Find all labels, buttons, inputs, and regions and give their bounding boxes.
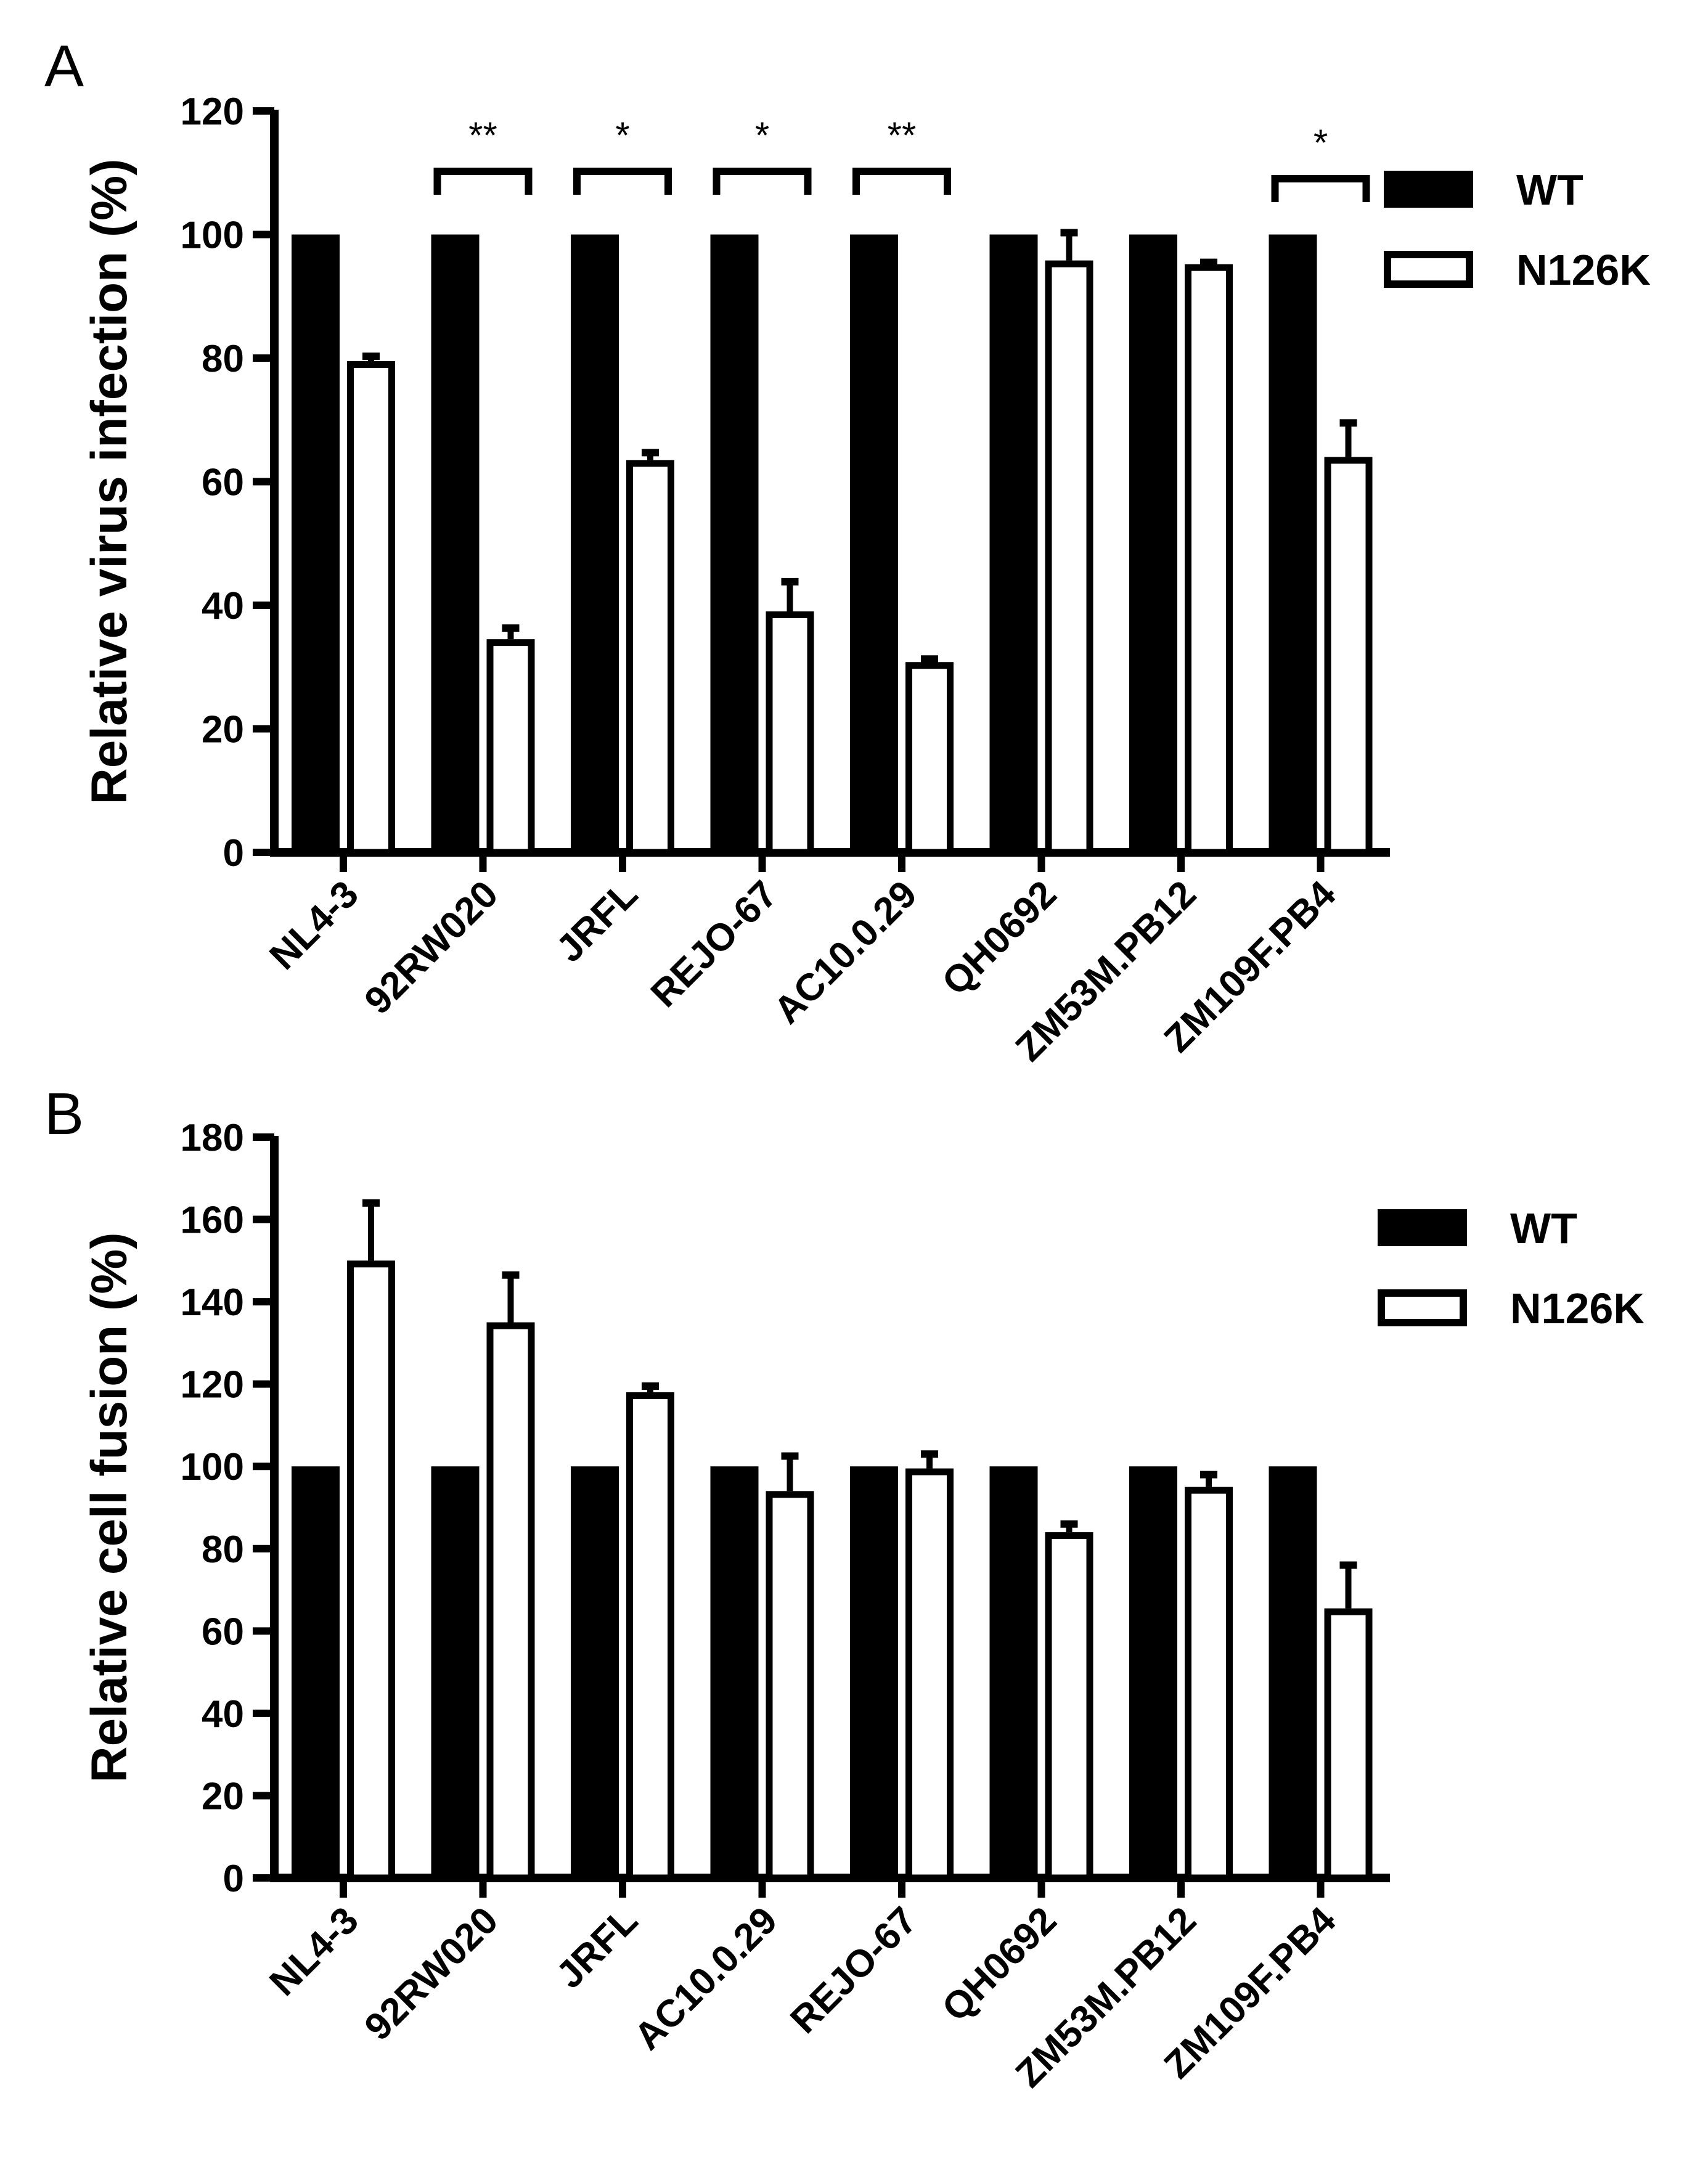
y-tick-label: 120 (181, 91, 244, 133)
y-tick-label: 140 (181, 1281, 244, 1324)
wt-bar (431, 1466, 480, 1878)
wt-bar (571, 234, 619, 852)
n126k-bar (626, 1392, 674, 1882)
y-tick-label: 60 (202, 462, 244, 504)
x-tick-label: NL4-3 (261, 1899, 367, 2004)
n126k-bar (626, 460, 674, 856)
x-tick-label: 92RW020 (356, 1899, 506, 2049)
x-tick-label: REJO-67 (782, 1899, 925, 2042)
legend: WT N126K (1378, 1204, 1645, 1332)
n126k-bar (486, 639, 535, 856)
wt-bar (710, 1466, 759, 1878)
legend-label: N126K (1516, 246, 1651, 294)
wt-bar (1269, 234, 1317, 852)
significance-marker: ** (468, 115, 497, 156)
significance-bracket (713, 168, 812, 195)
x-tick-label: AC10.0.29 (766, 873, 925, 1032)
wt-bar (1269, 1466, 1317, 1878)
wt-bar (431, 234, 480, 852)
wt-bar (989, 234, 1038, 852)
n126k-bar (347, 1260, 395, 1882)
y-tick-label: 40 (202, 1693, 244, 1736)
n126k-bar (766, 1491, 814, 1882)
significance-marker: * (615, 115, 629, 156)
n126k-bar (766, 611, 814, 856)
wt-bar (292, 1466, 340, 1878)
y-tick-label: 0 (223, 832, 244, 875)
legend-swatch-n126k (1384, 251, 1473, 288)
significance-bracket (573, 168, 672, 195)
x-tick-label: 92RW020 (356, 873, 506, 1022)
panel-letter: B (44, 1081, 84, 1147)
y-tick-label: 20 (202, 709, 244, 751)
wt-bar (850, 1466, 898, 1878)
wt-bar (292, 234, 340, 852)
n126k-bar (905, 1468, 954, 1882)
n126k-bar (1045, 1532, 1093, 1882)
legend-label: N126K (1510, 1284, 1645, 1332)
n126k-bar (486, 1322, 535, 1882)
y-tick-label: 100 (181, 214, 244, 257)
significance-bracket (1271, 175, 1370, 202)
legend-swatch-wt (1384, 171, 1473, 208)
significance-marker: * (755, 115, 769, 156)
wt-bar (710, 234, 759, 852)
n126k-bar (1185, 1487, 1233, 1882)
y-tick-label: 100 (181, 1446, 244, 1488)
y-axis-title: Relative cell fusion (%) (81, 1232, 137, 1782)
significance-bracket (433, 168, 533, 195)
n126k-bar (905, 662, 954, 856)
y-tick-label: 80 (202, 1528, 244, 1571)
x-tick-label: QH0692 (934, 1899, 1064, 2030)
y-tick-label: 60 (202, 1610, 244, 1653)
x-tick-label: AC10.0.29 (626, 1899, 785, 2058)
wt-bar (1129, 234, 1177, 852)
y-tick-label: 20 (202, 1775, 244, 1818)
x-tick-label: REJO-67 (643, 873, 786, 1016)
wt-bar (571, 1466, 619, 1878)
y-tick-label: 180 (181, 1117, 244, 1159)
y-axis-title: Relative virus infection (%) (81, 158, 137, 804)
x-tick-label: QH0692 (934, 873, 1064, 1003)
n126k-bar (1185, 264, 1233, 856)
legend-swatch-n126k (1378, 1289, 1467, 1326)
panel-letter: A (44, 33, 84, 99)
significance-marker: ** (888, 115, 917, 156)
y-tick-label: 120 (181, 1364, 244, 1406)
significance-bracket (852, 168, 951, 195)
n126k-bar (1045, 260, 1093, 856)
y-tick-label: 80 (202, 338, 244, 380)
x-tick-label: JRFL (549, 873, 646, 970)
legend-label: WT (1510, 1204, 1577, 1252)
wt-bar (1129, 1466, 1177, 1878)
legend-label: WT (1516, 166, 1583, 214)
y-tick-label: 160 (181, 1199, 244, 1242)
wt-bar (850, 234, 898, 852)
chart-panel-a: A 0 20 40 60 80 100 120 Relative virus infection… (44, 33, 1651, 1069)
wt-bar (989, 1466, 1038, 1878)
n126k-bar (1324, 457, 1373, 856)
n126k-bar (347, 361, 395, 856)
y-tick-label: 0 (223, 1858, 244, 1900)
x-tick-label: JRFL (549, 1899, 646, 1996)
significance-marker: * (1314, 122, 1328, 163)
x-tick-label: NL4-3 (261, 873, 367, 978)
n126k-bar (1324, 1608, 1373, 1882)
legend: WT N126K (1384, 166, 1651, 294)
y-tick-label: 40 (202, 585, 244, 627)
legend-swatch-wt (1378, 1209, 1467, 1246)
chart-panel-b: B 0 20 40 60 80 100 120 140 160 180 Relative cell f… (44, 1081, 1645, 2095)
